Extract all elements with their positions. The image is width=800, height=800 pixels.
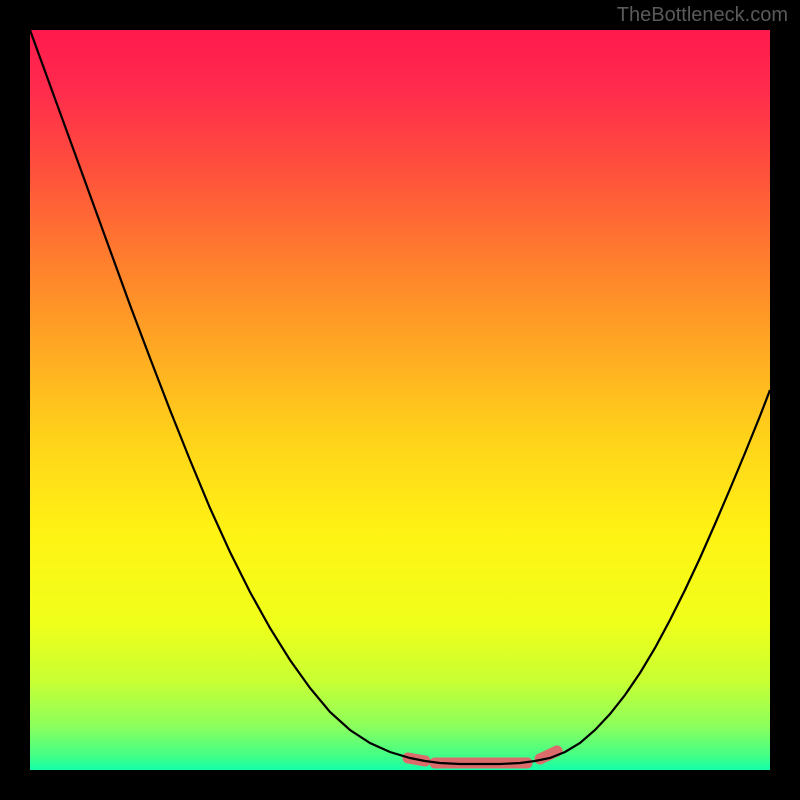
bottleneck-curve [30, 30, 770, 764]
plot-area [30, 30, 770, 770]
curve-layer [30, 30, 770, 770]
watermark-text: TheBottleneck.com [617, 4, 788, 27]
